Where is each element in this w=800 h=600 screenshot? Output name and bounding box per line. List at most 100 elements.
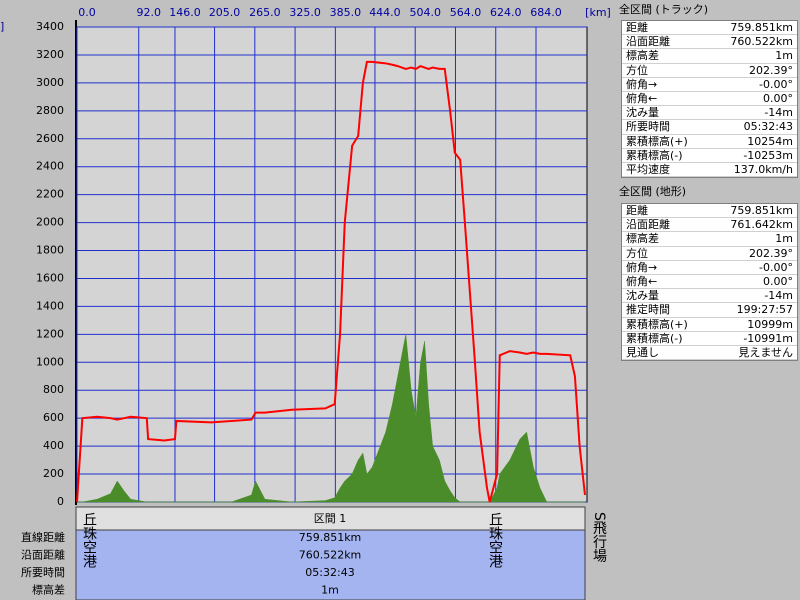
stat-label: 累積標高(-) <box>626 331 683 345</box>
y-tick-label: 2600 <box>36 132 64 145</box>
stats-row: 沈み量 -14m <box>622 289 797 304</box>
stat-label: 俯角→ <box>626 260 658 274</box>
stat-label: 標高差 <box>626 232 659 246</box>
y-tick-label: 1200 <box>36 327 64 340</box>
stats-row: 距離 759.851km <box>622 204 797 219</box>
section-value: 05:32:43 <box>305 566 354 579</box>
plot-area <box>76 26 588 503</box>
stat-value: -10991m <box>743 331 793 345</box>
stats-row: 俯角← 0.00° <box>622 91 797 107</box>
y-tick-label: 3200 <box>36 48 64 61</box>
x-tick-label: 0.0 <box>78 6 96 19</box>
stat-label: 標高差 <box>626 49 659 63</box>
stat-value: 759.851km <box>730 21 793 34</box>
stats-row: 推定時間 199:27:57 <box>622 303 797 318</box>
stat-label: 沿面距離 <box>626 35 670 49</box>
stat-value: 202.39° <box>749 63 793 77</box>
stat-label: 俯角→ <box>626 77 658 91</box>
stat-value: 10999m <box>747 317 793 331</box>
stat-label: 推定時間 <box>626 303 670 317</box>
section-header <box>75 506 586 531</box>
section-value: 759.851km <box>299 531 362 544</box>
stat-label: 累積標高(-) <box>626 148 683 162</box>
stat-label: 累積標高(+) <box>626 317 688 331</box>
track-line <box>76 60 586 503</box>
y-tick-label: 1800 <box>36 244 64 257</box>
stat-value: -0.00° <box>759 77 793 91</box>
y-tick-label: 400 <box>43 439 64 452</box>
x-tick-label: 444.0 <box>369 6 401 19</box>
stats-row: 平均速度 137.0km/h <box>622 162 797 178</box>
stat-value: 760.522km <box>730 35 793 49</box>
y-tick-label: 2200 <box>36 188 64 201</box>
stat-value: -14m <box>764 289 793 303</box>
y-tick-label: 1400 <box>36 299 64 312</box>
stat-value: 759.851km <box>730 204 793 217</box>
stats-row: 累積標高(+) 10999m <box>622 318 797 332</box>
stat-label: 累積標高(+) <box>626 134 688 148</box>
stats-row: 俯角← 0.00° <box>622 274 797 290</box>
stat-value: 05:32:43 <box>743 120 793 134</box>
x-tick-label: 146.0 <box>169 6 201 19</box>
x-tick-label: 265.0 <box>249 6 281 19</box>
y-tick-label: 200 <box>43 467 64 480</box>
x-tick-label: 92.0 <box>136 6 161 19</box>
stats-row: 累積標高(-) -10253m <box>622 149 797 163</box>
stat-label: 距離 <box>626 21 648 34</box>
section-label: 所要時間 <box>21 566 65 579</box>
y-unit: ] <box>0 20 4 33</box>
stat-value: 137.0km/h <box>733 162 793 176</box>
x-tick-label: 564.0 <box>450 6 482 19</box>
stats-row: 方位 202.39° <box>622 247 797 261</box>
section-label: 沿面距離 <box>21 548 65 562</box>
y-tick-label: 600 <box>43 411 64 424</box>
x-tick-label: 385.0 <box>330 6 362 19</box>
stat-value: 0.00° <box>763 274 793 288</box>
stat-label: 俯角← <box>626 274 658 288</box>
x-unit: [km] <box>585 6 611 19</box>
y-tick-label: 1600 <box>36 271 64 284</box>
y-tick-label: 3000 <box>36 76 64 89</box>
end-point: S飛行場 <box>591 512 607 563</box>
stats-row: 俯角→ -0.00° <box>622 261 797 275</box>
stats-row: 累積標高(-) -10991m <box>622 332 797 346</box>
waypoint: 丘珠空港 <box>487 512 503 568</box>
y-tick-label: 3400 <box>36 20 64 33</box>
stat-label: 見通し <box>626 345 659 359</box>
x-tick-label: 624.0 <box>490 6 522 19</box>
stat-value: -0.00° <box>759 260 793 274</box>
stat-value: 199:27:57 <box>736 303 793 317</box>
y-tick-label: 1000 <box>36 355 64 368</box>
stats-row: 沈み量 -14m <box>622 106 797 121</box>
x-tick-label: 325.0 <box>289 6 321 19</box>
stat-label: 沈み量 <box>626 289 659 303</box>
stat-value: 761.642km <box>730 218 793 232</box>
stats-row: 俯角→ -0.00° <box>622 78 797 92</box>
stats-table: 距離 759.851km 沿面距離 760.522km 標高差 1m 方位 202.39° 俯角… <box>621 20 798 179</box>
stat-label: 所要時間 <box>626 120 670 134</box>
stats-table: 距離 759.851km 沿面距離 761.642km 標高差 1m 方位 202.39° 俯角… <box>621 203 798 362</box>
section-label: 標高差 <box>32 583 65 597</box>
stat-value: -14m <box>764 106 793 120</box>
terrain-area <box>77 334 585 503</box>
chart: 区間 1 [km] ] 0 200 400 600 800 1000 1200 1400 160… <box>0 6 611 600</box>
stats-row: 沿面距離 760.522km <box>622 35 797 50</box>
x-tick-label: 504.0 <box>409 6 441 19</box>
y-tick-label: 2800 <box>36 104 64 117</box>
y-tick-label: 2400 <box>36 160 64 173</box>
stat-label: 沿面距離 <box>626 218 670 232</box>
stat-label: 俯角← <box>626 91 658 105</box>
stat-label: 方位 <box>626 63 648 77</box>
start-point: 丘珠空港 <box>81 512 97 568</box>
stat-value: 0.00° <box>763 91 793 105</box>
stat-label: 距離 <box>626 204 648 217</box>
y-tick-label: 800 <box>43 383 64 396</box>
stat-label: 平均速度 <box>626 162 670 176</box>
section-title: 区間 1 <box>314 512 347 525</box>
stat-value: 1m <box>775 49 793 63</box>
stats-row: 累積標高(+) 10254m <box>622 135 797 149</box>
y-tick-label: 2000 <box>36 216 64 229</box>
x-tick-label: 684.0 <box>530 6 562 19</box>
stats-row: 方位 202.39° <box>622 64 797 78</box>
